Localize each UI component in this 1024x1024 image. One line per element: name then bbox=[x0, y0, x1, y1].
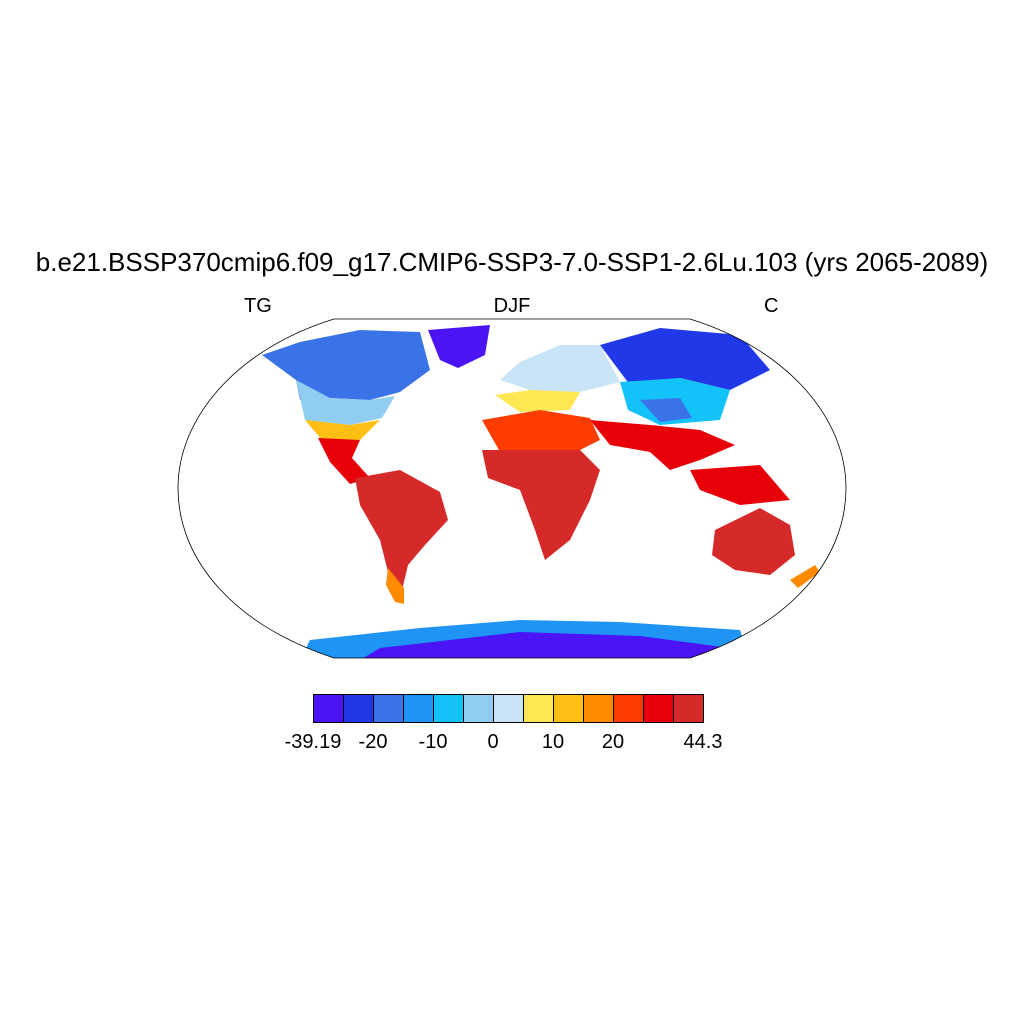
units-label: C bbox=[764, 295, 779, 317]
colorbar-swatch bbox=[463, 694, 494, 723]
colorbar-swatch bbox=[493, 694, 524, 723]
colorbar-tick-label: -10 bbox=[418, 731, 448, 753]
central-america bbox=[318, 438, 370, 484]
siberia bbox=[600, 328, 770, 390]
colorbar-tick-label: 10 bbox=[541, 731, 565, 753]
plot-title: b.e21.BSSP370cmip6.f09_g17.CMIP6-SSP3-7.… bbox=[35, 247, 989, 277]
colorbar-tick-label: -20 bbox=[358, 731, 388, 753]
colorbar-swatch bbox=[433, 694, 464, 723]
europe-warm bbox=[495, 390, 580, 412]
africa bbox=[482, 450, 600, 560]
colorbar-tick-label: 0 bbox=[487, 731, 499, 753]
north-america-mild bbox=[305, 420, 380, 440]
south-america bbox=[355, 470, 448, 590]
colorbar-swatch bbox=[643, 694, 674, 723]
australia bbox=[712, 508, 795, 575]
north-america-cool bbox=[296, 380, 395, 425]
colorbar-tick-label: -39.19 bbox=[284, 731, 342, 753]
tibet bbox=[640, 398, 692, 422]
map-boundary bbox=[177, 318, 847, 659]
antarctica-interior bbox=[360, 632, 730, 658]
new-zealand bbox=[790, 565, 820, 588]
colorbar-swatch bbox=[553, 694, 584, 723]
south-asia bbox=[590, 420, 735, 470]
colorbar-swatch bbox=[403, 694, 434, 723]
colorbar bbox=[313, 694, 704, 723]
colorbar-swatch bbox=[523, 694, 554, 723]
south-america-tip bbox=[386, 568, 404, 604]
europe-cool bbox=[500, 345, 620, 392]
colorbar-swatch bbox=[313, 694, 344, 723]
greenland bbox=[428, 325, 490, 368]
season-label: DJF bbox=[493, 295, 531, 317]
colorbar-swatch bbox=[373, 694, 404, 723]
colorbar-tick-label: 44.3 bbox=[683, 731, 723, 753]
maritime-asia bbox=[690, 465, 790, 505]
colorbar-swatch bbox=[613, 694, 644, 723]
colorbar-swatch bbox=[583, 694, 614, 723]
colorbar-swatch bbox=[673, 694, 704, 723]
colorbar-swatch bbox=[343, 694, 374, 723]
variable-label: TG bbox=[244, 295, 272, 317]
colorbar-tick-label: 20 bbox=[601, 731, 625, 753]
north-africa bbox=[482, 410, 600, 452]
north-america-cold bbox=[262, 330, 430, 400]
